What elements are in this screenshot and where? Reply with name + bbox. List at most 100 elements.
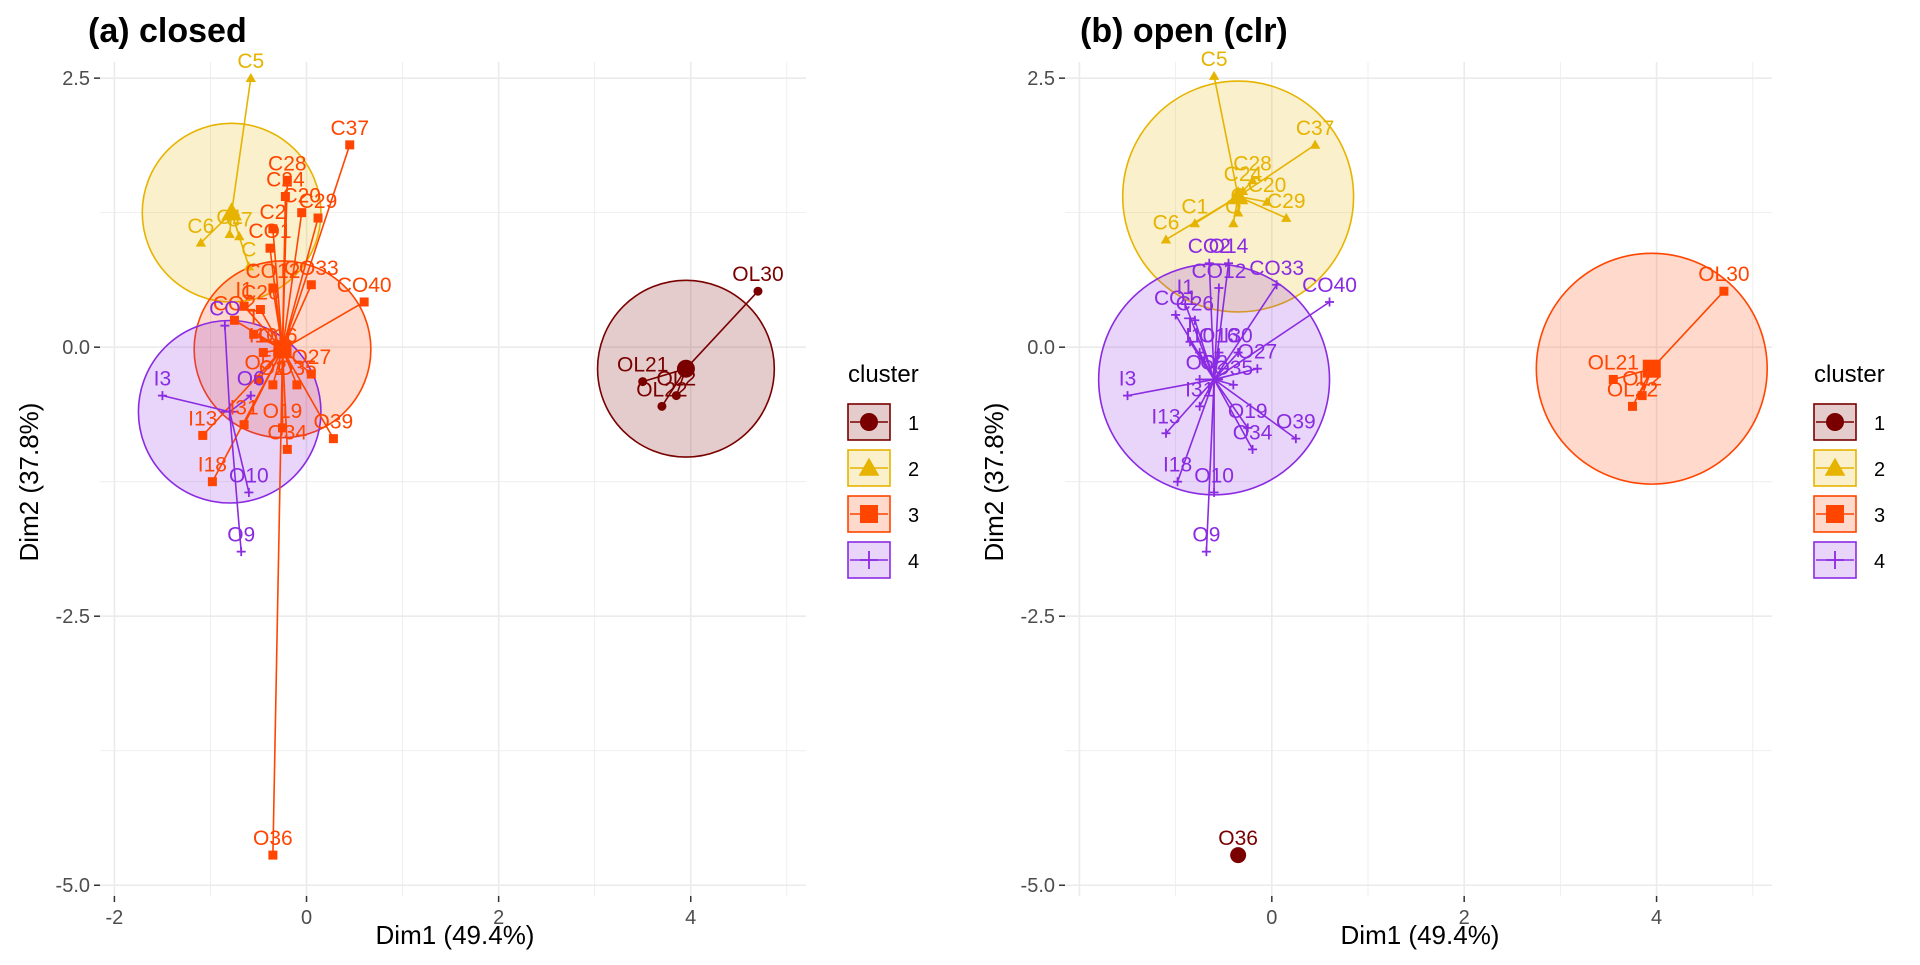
point-C20 bbox=[297, 208, 307, 218]
point-O34 bbox=[282, 444, 292, 454]
x-tick-label: 0 bbox=[1266, 907, 1277, 929]
point-C7 bbox=[234, 231, 245, 241]
x-tick-label: 0 bbox=[301, 907, 312, 929]
label-I1: I1 bbox=[1176, 276, 1194, 299]
point-OL30 bbox=[1719, 286, 1729, 296]
label-I3: I3 bbox=[1119, 368, 1137, 391]
y-axis-label: Dim2 (37.8%) bbox=[14, 403, 44, 562]
label-O19: O19 bbox=[1228, 400, 1268, 423]
label-C2: C2 bbox=[259, 201, 286, 224]
label-O27: O27 bbox=[291, 346, 331, 369]
legend-label: 3 bbox=[1874, 505, 1885, 527]
label-C5: C5 bbox=[1201, 48, 1228, 71]
label-OL30: OL30 bbox=[732, 263, 783, 286]
point-O27 bbox=[306, 369, 316, 379]
point-O16 bbox=[1214, 348, 1224, 358]
segment-O39 bbox=[1213, 378, 1297, 440]
point-I31 bbox=[1195, 401, 1205, 411]
legend-title: cluster bbox=[1814, 361, 1885, 388]
point-I31 bbox=[239, 420, 249, 430]
label-O16: O16 bbox=[258, 325, 298, 348]
grid bbox=[1065, 62, 1772, 896]
panel-open-clr: (b) open (clr) 2.50.0-2.5-5.00 2 4 O36C5C3… bbox=[979, 12, 1885, 950]
legend-key-marker bbox=[858, 457, 880, 476]
legend-item-4: 4 bbox=[847, 541, 919, 579]
point-O27 bbox=[1252, 364, 1262, 374]
label-I3: I3 bbox=[154, 368, 172, 391]
point-C29 bbox=[313, 213, 323, 223]
label-OL21: OL21 bbox=[1588, 351, 1639, 374]
point-I10 bbox=[258, 348, 268, 358]
chart-title: (b) open (clr) bbox=[1080, 12, 1288, 50]
legend-item-1: 1 bbox=[1813, 403, 1885, 441]
chart-title: (a) closed bbox=[88, 12, 247, 50]
panel-closed: (a) closed 2.50.0-2.5-5.0-2 0 2 4 OL30OL21O… bbox=[14, 12, 919, 950]
label-O10: O10 bbox=[1194, 464, 1234, 487]
label-C29: C29 bbox=[299, 190, 338, 213]
label-T: T bbox=[247, 306, 260, 329]
x-tick-label: 2 bbox=[493, 907, 504, 929]
label-CO1: CO1 bbox=[1154, 287, 1197, 310]
segment-O27 bbox=[1213, 367, 1258, 381]
point-O bbox=[1228, 218, 1239, 228]
label-O5: O5 bbox=[244, 351, 272, 374]
label-C6: C6 bbox=[1153, 212, 1180, 235]
point-OL2 bbox=[671, 391, 681, 401]
point-O14 bbox=[1224, 258, 1234, 268]
label-O39: O39 bbox=[314, 411, 354, 434]
label-OL22: OL22 bbox=[636, 378, 687, 401]
point-I1 bbox=[239, 301, 249, 311]
data-points bbox=[157, 72, 763, 860]
legend-key-marker bbox=[1826, 413, 1844, 431]
legend-key-marker bbox=[1824, 457, 1846, 476]
cluster-center-2 bbox=[221, 202, 242, 221]
point-O35 bbox=[292, 380, 302, 390]
segment-CO bbox=[224, 325, 231, 412]
legend-label: 2 bbox=[908, 459, 919, 481]
label-I13: I13 bbox=[188, 407, 217, 430]
point-C1 bbox=[1189, 218, 1201, 228]
label-C24: C24 bbox=[1224, 163, 1263, 186]
label-O36: O36 bbox=[253, 827, 293, 850]
point-C37 bbox=[345, 140, 355, 150]
label-I10: I10 bbox=[249, 325, 278, 348]
x-tick-label: 4 bbox=[1651, 907, 1662, 929]
label-T: T bbox=[1184, 314, 1197, 337]
point-I1 bbox=[1180, 299, 1190, 309]
point-C29 bbox=[1281, 212, 1292, 222]
label-C29: C29 bbox=[1267, 190, 1306, 213]
segment-C26 bbox=[1194, 320, 1215, 380]
label-OL2: OL2 bbox=[1622, 368, 1662, 391]
x-tick-label: -2 bbox=[106, 907, 124, 929]
point-O39 bbox=[328, 434, 338, 444]
x-axis-label: Dim1 (49.4%) bbox=[1341, 920, 1500, 950]
label-C24: C24 bbox=[266, 169, 305, 192]
segment-C20 bbox=[281, 212, 303, 350]
segment-O36 bbox=[272, 349, 284, 856]
point-C bbox=[1232, 207, 1244, 217]
point-CO bbox=[220, 321, 230, 331]
legend-item-3: 3 bbox=[1813, 495, 1885, 533]
label-C37: C37 bbox=[330, 117, 369, 140]
point-I3 bbox=[157, 391, 167, 401]
segment-C29 bbox=[281, 217, 319, 350]
point-I3 bbox=[1123, 391, 1133, 401]
segment-C5 bbox=[1213, 75, 1239, 197]
label-O39: O39 bbox=[1276, 411, 1316, 434]
y-axis-label: Dim2 (37.8%) bbox=[979, 403, 1009, 562]
label-C7: C7 bbox=[226, 208, 253, 231]
segment-I10 bbox=[1198, 352, 1215, 380]
point-OL21 bbox=[638, 377, 648, 387]
segment-CO2 bbox=[1208, 263, 1215, 380]
segment-CO12 bbox=[272, 287, 284, 350]
y-tick-label: -5.0 bbox=[1021, 875, 1055, 897]
segment-OL30 bbox=[685, 290, 759, 370]
label-CO: CO bbox=[209, 298, 241, 321]
point-CO12 bbox=[268, 283, 278, 293]
point-CO33 bbox=[1272, 280, 1282, 290]
point-O39 bbox=[1291, 434, 1301, 444]
label-C6: C6 bbox=[187, 215, 214, 238]
point-C bbox=[243, 261, 255, 271]
point-CO1 bbox=[1171, 310, 1181, 320]
